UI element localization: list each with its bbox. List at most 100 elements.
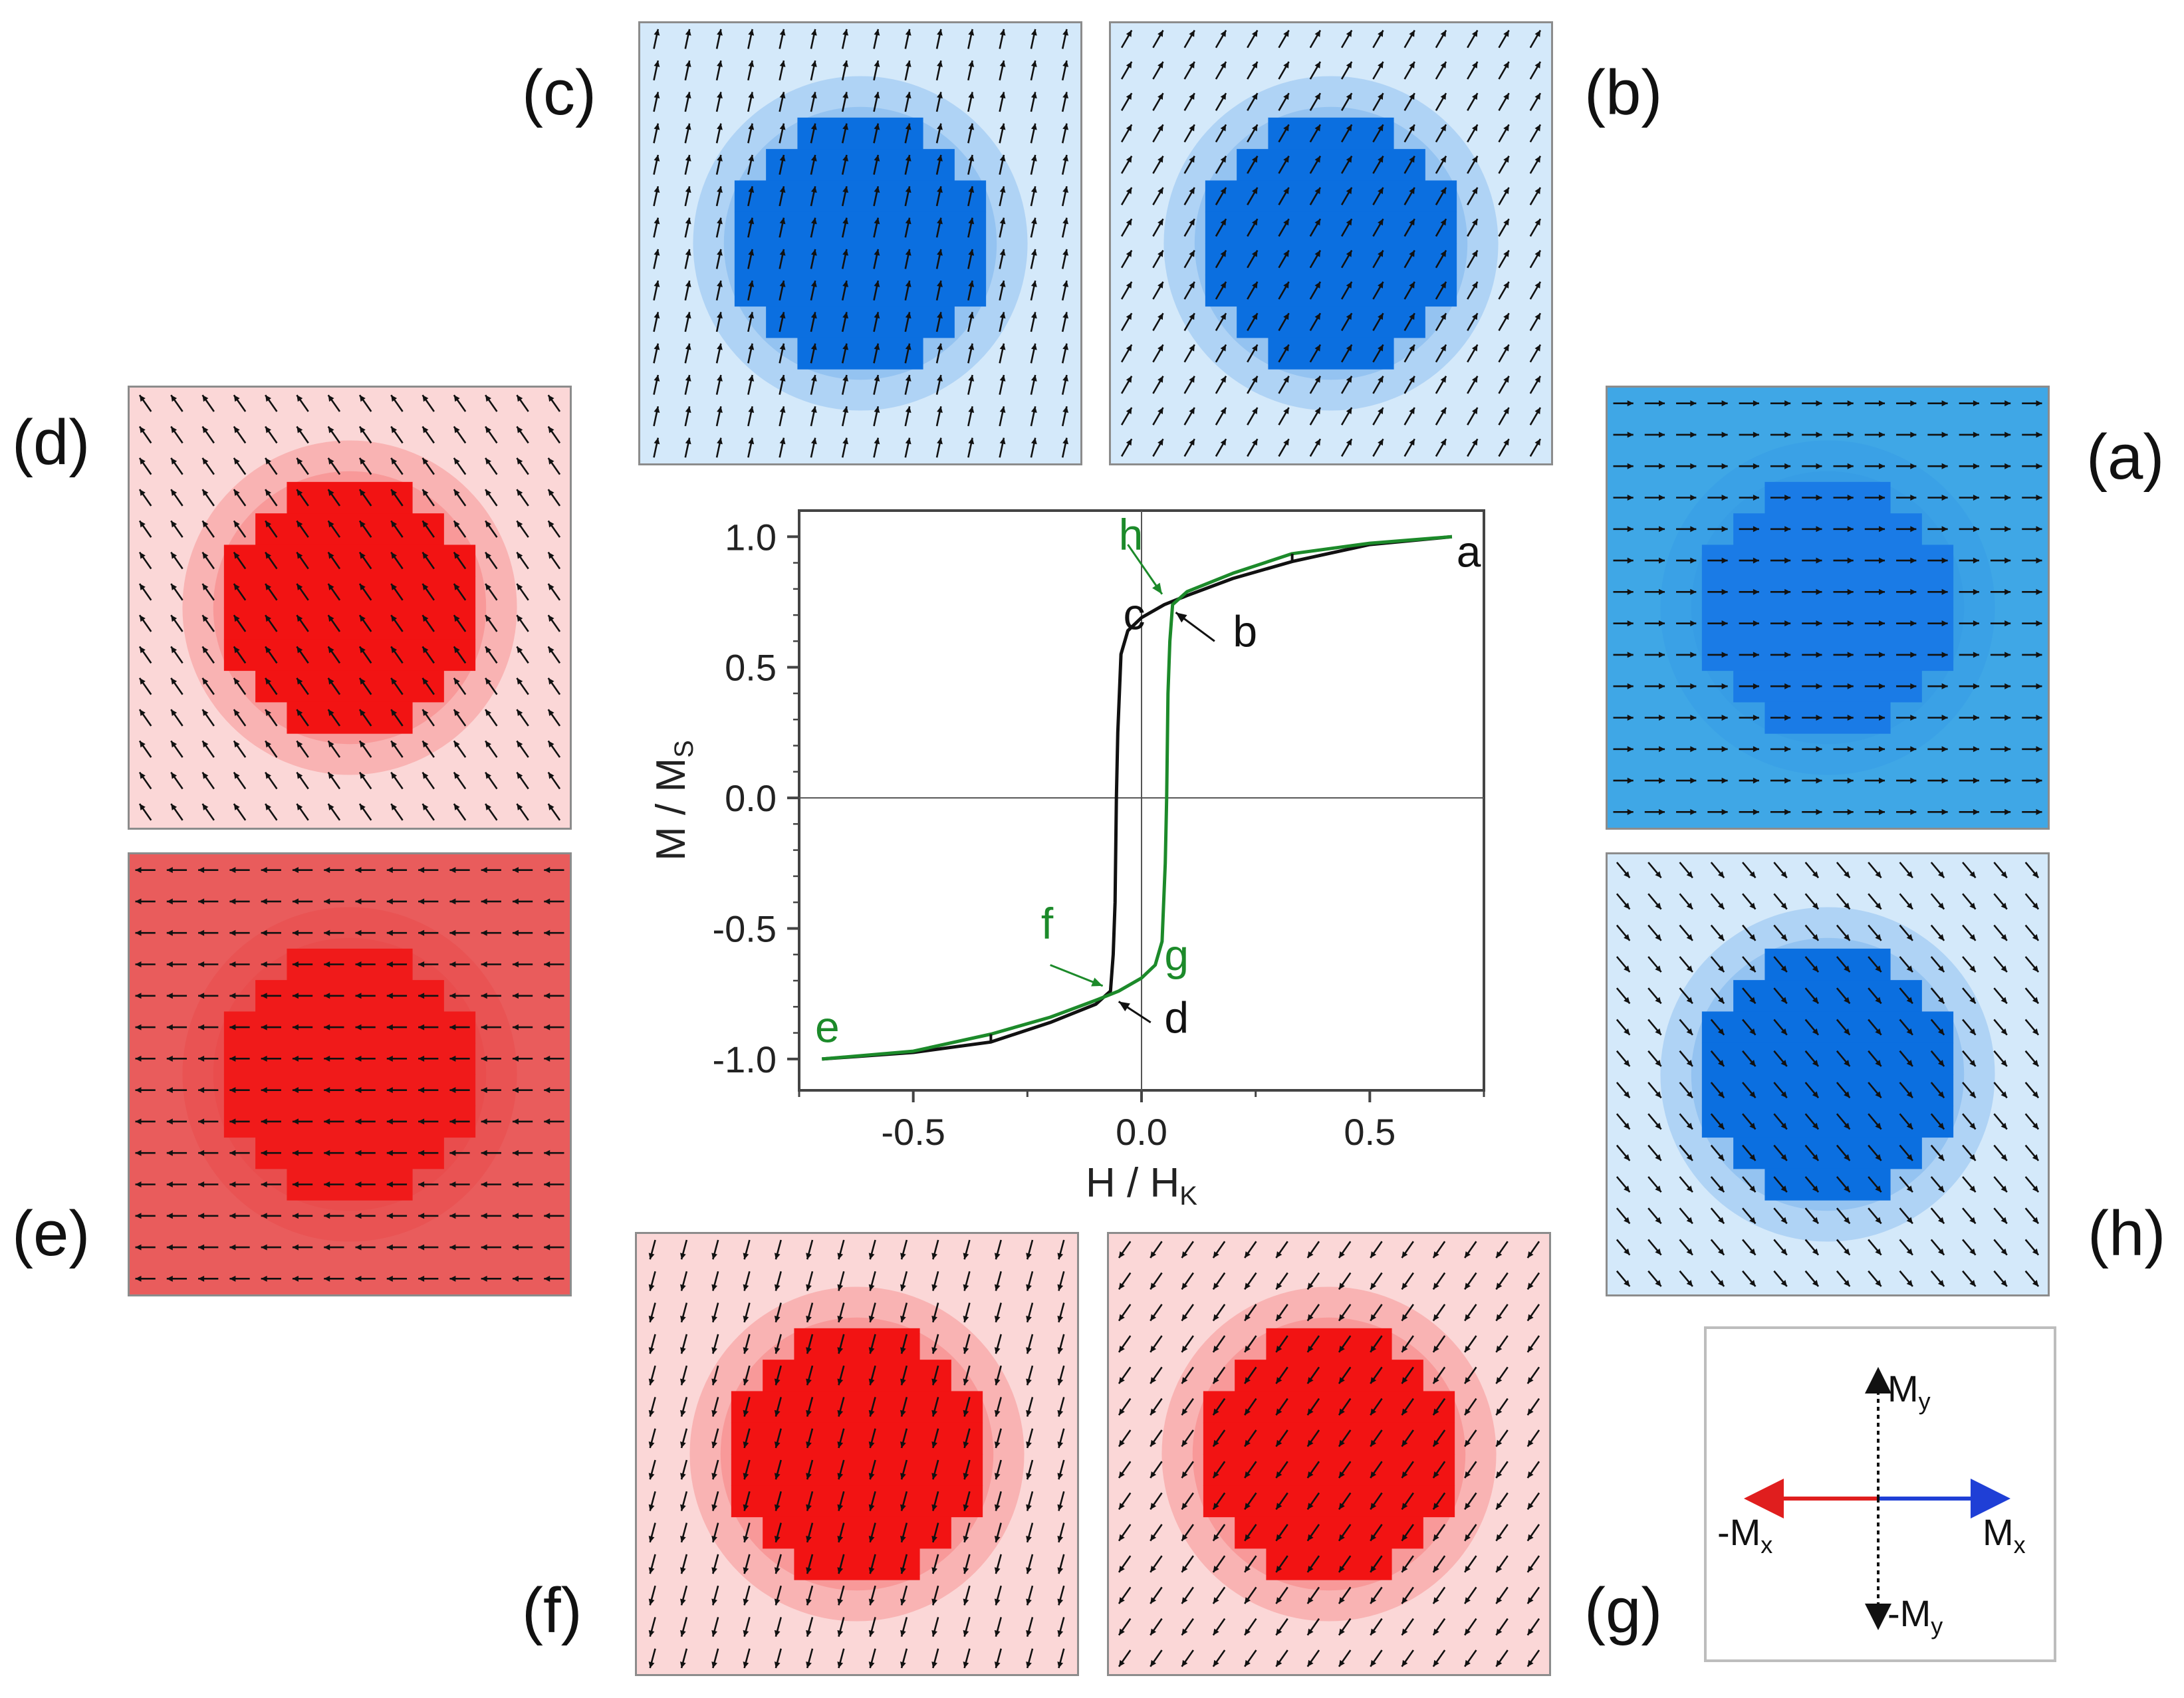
- magnetization-arrow: [1710, 893, 1725, 910]
- magnetization-arrow: [1959, 588, 1979, 595]
- magnetization-arrow: [994, 1522, 1002, 1543]
- magnetization-arrow: [296, 457, 309, 475]
- magnetization-arrow: [516, 489, 529, 507]
- dot-core-row: [1205, 275, 1457, 307]
- magnetization-arrow: [327, 489, 341, 507]
- magnetization-arrow: [201, 677, 215, 695]
- magnetization-arrow: [1464, 1492, 1477, 1511]
- magnetization-arrow: [170, 394, 183, 412]
- magnetization-arrow: [1495, 1429, 1509, 1447]
- magnetization-arrow: [1181, 1555, 1194, 1573]
- magnetization-arrow: [1927, 652, 1948, 658]
- magnetization-arrow: [1802, 652, 1822, 658]
- magnetization-arrow: [935, 154, 943, 175]
- magnetization-arrow: [138, 709, 152, 727]
- magnetization-arrow: [994, 1302, 1002, 1323]
- magnetization-arrow: [1896, 652, 1917, 658]
- magnetization-arrow: [2022, 620, 2042, 627]
- magnetization-arrow: [841, 186, 849, 207]
- magnetization-arrow: [1836, 1019, 1851, 1036]
- magnetization-arrow: [138, 394, 152, 412]
- magnetization-arrow: [390, 520, 404, 538]
- magnetization-arrow: [679, 1491, 688, 1511]
- magnetization-arrow: [512, 1024, 533, 1031]
- magnetization-arrow: [711, 1239, 719, 1260]
- magnetization-arrow: [1118, 1366, 1132, 1384]
- magnetization-arrow: [198, 1024, 219, 1031]
- magnetization-arrow: [1836, 862, 1851, 879]
- magnetization-arrow: [868, 1397, 876, 1417]
- magnetization-arrow: [1181, 1618, 1194, 1636]
- magnetization-arrow: [485, 709, 498, 727]
- magnetization-arrow: [1247, 281, 1259, 300]
- magnetization-arrow: [900, 1585, 908, 1606]
- magnetization-arrow: [1150, 1429, 1163, 1447]
- magnetization-arrow: [233, 551, 247, 570]
- magnetization-arrow: [1739, 588, 1759, 595]
- magnetization-arrow: [135, 1118, 156, 1125]
- magnetization-arrow: [358, 551, 372, 570]
- magnetization-arrow: [265, 520, 278, 538]
- magnetization-arrow: [1990, 431, 2011, 438]
- magnetization-arrow: [1616, 1144, 1631, 1161]
- magnetization-arrow: [1990, 526, 2011, 533]
- magnetization-arrow: [296, 489, 309, 507]
- dot-core-row: [797, 117, 923, 150]
- magnetization-arrow: [233, 520, 247, 538]
- magnetization-arrow: [679, 1397, 688, 1417]
- dot-core-row: [734, 211, 987, 244]
- magnetization-arrow: [935, 437, 943, 458]
- magnetization-arrow: [1864, 652, 1885, 658]
- magnetization-arrow: [967, 60, 975, 80]
- magnetization-arrow: [1647, 1082, 1662, 1099]
- magnetization-arrow: [1959, 557, 1979, 564]
- magnetization-arrow: [1212, 1555, 1226, 1573]
- magnetization-arrow: [1247, 92, 1259, 111]
- magnetization-arrow: [170, 583, 183, 601]
- magnetization-arrow: [806, 1428, 814, 1449]
- magnetization-arrow: [2024, 987, 2040, 1005]
- magnetization-arrow: [779, 437, 786, 458]
- magnetization-arrow: [135, 1181, 156, 1187]
- magnetization-arrow: [904, 343, 911, 364]
- magnetization-arrow: [233, 394, 247, 412]
- magnetization-arrow: [1026, 1428, 1034, 1449]
- magnetization-arrow: [516, 583, 529, 601]
- magnetization-arrow: [1275, 1241, 1288, 1259]
- magnetization-arrow: [1030, 154, 1037, 175]
- magnetization-arrow: [747, 60, 755, 80]
- magnetization-arrow: [931, 1271, 939, 1291]
- magnetization-arrow: [1306, 1429, 1320, 1447]
- magnetization-arrow: [873, 154, 880, 175]
- magnetization-arrow: [1372, 376, 1384, 394]
- dot-core-row: [1733, 670, 1922, 703]
- magnetization-arrow: [873, 249, 880, 269]
- magnetization-arrow: [1495, 1335, 1509, 1353]
- magnetization-arrow: [1959, 715, 1979, 721]
- magnetization-arrow: [967, 29, 975, 49]
- magnetization-arrow: [1529, 249, 1542, 269]
- magnetization-arrow: [868, 1585, 876, 1606]
- magnetization-arrow: [233, 425, 247, 444]
- magnetization-arrow: [138, 771, 152, 790]
- magnetization-arrow: [1435, 156, 1447, 174]
- magnetization-arrow: [1739, 495, 1759, 501]
- magnetization-arrow: [1030, 186, 1037, 207]
- magnetization-arrow: [1644, 463, 1665, 469]
- magnetization-arrow: [166, 929, 187, 936]
- magnetization-arrow: [715, 406, 723, 427]
- magnetization-arrow: [1152, 312, 1164, 331]
- magnetization-arrow: [201, 425, 215, 444]
- magnetization-arrow: [198, 1181, 219, 1187]
- magnetization-arrow: [1435, 407, 1447, 425]
- magnetization-arrow: [1120, 376, 1133, 394]
- magnetization-arrow: [1526, 1366, 1540, 1384]
- magnetization-arrow: [1215, 218, 1227, 237]
- magnetization-arrow: [1526, 1335, 1540, 1353]
- magnetization-arrow: [1707, 808, 1728, 815]
- magnetization-arrow: [1962, 1019, 1977, 1036]
- magnetization-arrow: [1836, 1239, 1851, 1256]
- magnetization-arrow: [166, 898, 187, 905]
- magnetization-arrow: [1930, 1176, 1945, 1193]
- magnetization-arrow: [1770, 715, 1791, 721]
